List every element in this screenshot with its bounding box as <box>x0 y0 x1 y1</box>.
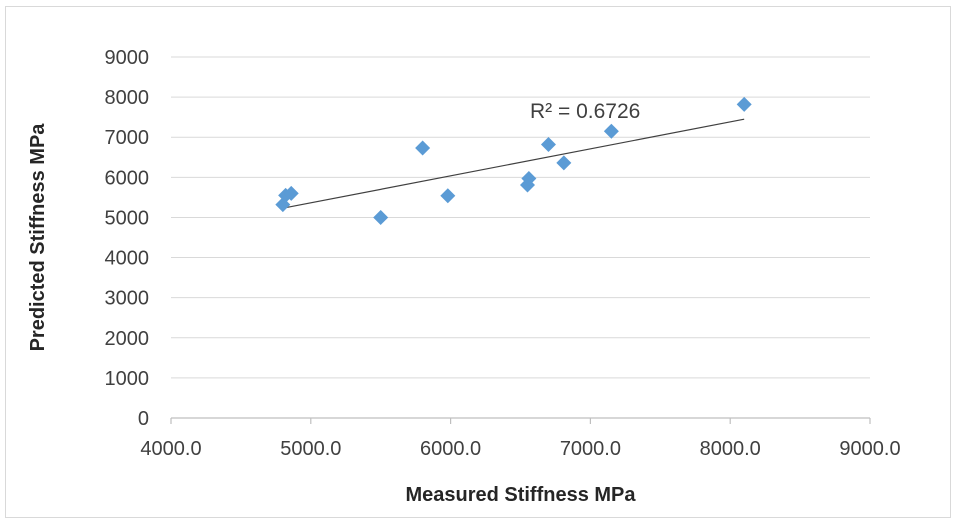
trendline <box>282 118 745 209</box>
y-tick-label: 0 <box>138 408 149 430</box>
y-tick-labels: 0 1000 2000 3000 4000 5000 6000 7000 8000 9000 <box>105 47 150 430</box>
y-tick-label: 2000 <box>105 328 150 350</box>
data-point <box>283 185 299 201</box>
x-tick-label: 8000.0 <box>700 438 761 460</box>
data-point <box>556 155 572 171</box>
y-tick-label: 3000 <box>105 288 150 310</box>
data-point <box>736 96 752 112</box>
data-point <box>521 171 537 187</box>
data-points <box>275 96 752 225</box>
y-tick-label: 5000 <box>105 207 150 229</box>
x-axis-title: Measured Stiffness MPa <box>405 484 636 506</box>
r-squared-label: R² = 0.6726 <box>530 100 640 123</box>
data-point <box>603 123 619 139</box>
x-tick-label: 7000.0 <box>560 438 621 460</box>
x-tick-label: 4000.0 <box>140 438 201 460</box>
y-tick-label: 9000 <box>105 47 150 69</box>
x-tick-labels: 4000.0 5000.0 6000.0 7000.0 8000.0 9000.0 <box>140 438 900 460</box>
y-tick-label: 1000 <box>105 368 150 390</box>
trendline-group <box>282 118 745 209</box>
y-tick-label: 4000 <box>105 248 150 270</box>
gridlines <box>171 56 870 379</box>
chart-frame <box>5 6 951 518</box>
x-tick-label: 5000.0 <box>280 438 341 460</box>
data-point <box>540 136 556 152</box>
x-tick-label: 9000.0 <box>839 438 900 460</box>
y-axis-title: Predicted Stiffness MPa <box>27 123 49 352</box>
data-point <box>440 188 456 204</box>
data-point <box>373 209 389 225</box>
y-tick-label: 6000 <box>105 167 150 189</box>
y-tick-label: 8000 <box>105 87 150 109</box>
x-tick-label: 6000.0 <box>420 438 481 460</box>
axes <box>170 417 871 424</box>
data-point <box>415 140 431 156</box>
y-tick-label: 7000 <box>105 127 150 149</box>
